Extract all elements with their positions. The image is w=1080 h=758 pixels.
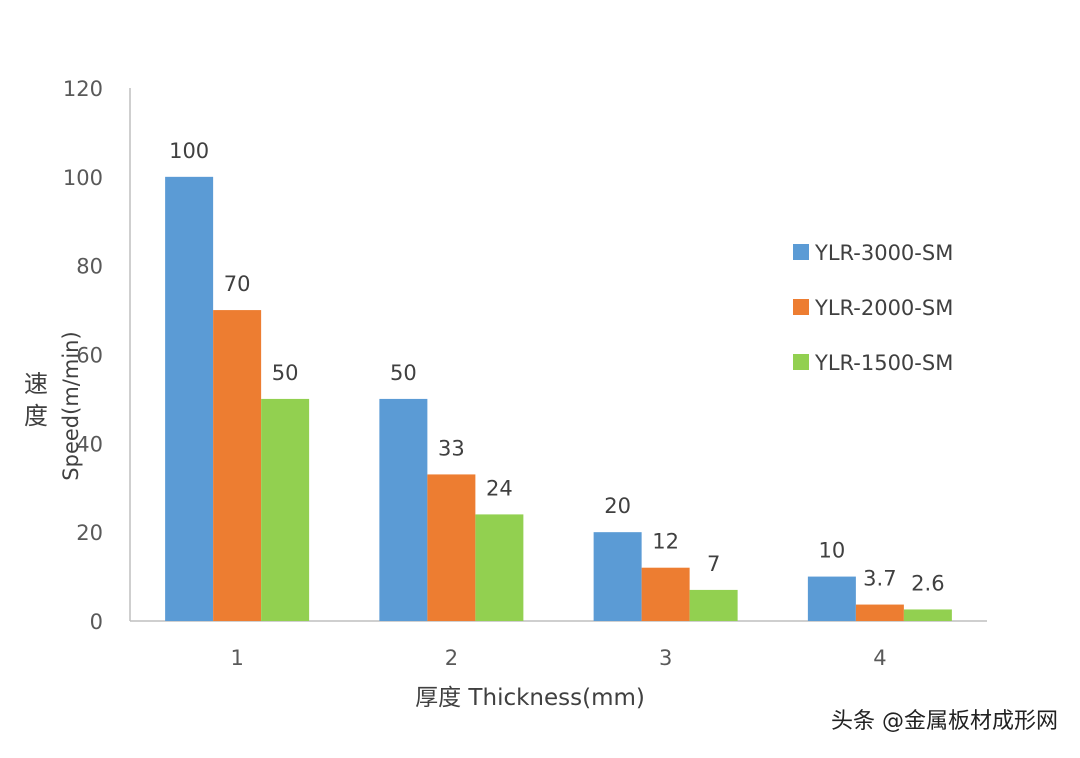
bar bbox=[689, 589, 738, 621]
x-tick-label: 2 bbox=[445, 646, 458, 670]
y-tick-label: 40 bbox=[76, 432, 103, 456]
bar bbox=[593, 532, 642, 621]
bar-value-label: 12 bbox=[652, 530, 679, 554]
y-tick-label: 60 bbox=[76, 344, 103, 368]
y-axis-title-cn-1: 速 bbox=[24, 370, 48, 398]
bar-value-label: 3.7 bbox=[863, 567, 896, 591]
bar bbox=[427, 474, 476, 621]
bar-value-label: 20 bbox=[604, 494, 631, 518]
bar bbox=[165, 176, 214, 622]
bar-value-label: 50 bbox=[390, 361, 417, 385]
y-tick-label: 20 bbox=[76, 521, 103, 545]
bar-value-label: 2.6 bbox=[911, 571, 944, 595]
bar-value-label: 50 bbox=[272, 361, 299, 385]
y-axis-title-cn-2: 度 bbox=[24, 402, 48, 430]
bar-value-label: 10 bbox=[819, 539, 846, 563]
y-tick-label: 120 bbox=[63, 77, 103, 101]
legend-label: YLR-2000-SM bbox=[814, 296, 953, 320]
y-axis-title: Speed(m/min) bbox=[59, 331, 83, 480]
bar bbox=[903, 609, 952, 621]
bar bbox=[261, 398, 310, 621]
legend-label: YLR-1500-SM bbox=[814, 351, 953, 375]
bar-value-label: 24 bbox=[486, 476, 513, 500]
x-tick-label: 1 bbox=[230, 646, 243, 670]
bar-value-label: 33 bbox=[438, 436, 465, 460]
bar-value-label: 70 bbox=[224, 272, 251, 296]
bar-value-label: 100 bbox=[169, 139, 209, 163]
y-tick-labels: 0 20 40 60 80 100 120 bbox=[63, 77, 103, 634]
legend: YLR-3000-SM YLR-2000-SM YLR-1500-SM bbox=[793, 241, 953, 375]
x-tick-labels: 1 2 3 4 bbox=[230, 646, 886, 670]
legend-swatch bbox=[793, 299, 809, 315]
x-axis-title: 厚度 Thickness(mm) bbox=[415, 685, 645, 711]
y-tick-label: 100 bbox=[63, 166, 103, 190]
bar bbox=[641, 567, 690, 621]
data-labels: 100 70 50 50 33 24 20 12 7 10 3.7 2.6 bbox=[169, 139, 945, 596]
y-tick-label: 80 bbox=[76, 255, 103, 279]
bar bbox=[855, 604, 904, 621]
x-tick-label: 4 bbox=[873, 646, 886, 670]
y-tick-label: 0 bbox=[90, 610, 103, 634]
x-tick-label: 3 bbox=[659, 646, 672, 670]
bar bbox=[213, 310, 262, 621]
bar bbox=[475, 514, 524, 621]
legend-swatch bbox=[793, 354, 809, 370]
legend-label: YLR-3000-SM bbox=[814, 241, 953, 265]
legend-swatch bbox=[793, 244, 809, 260]
bars-group bbox=[165, 176, 952, 622]
bar bbox=[379, 398, 428, 621]
watermark: 头条 @金属板材成形网 bbox=[831, 709, 1058, 734]
bar bbox=[807, 576, 856, 621]
bar-value-label: 7 bbox=[707, 552, 720, 576]
